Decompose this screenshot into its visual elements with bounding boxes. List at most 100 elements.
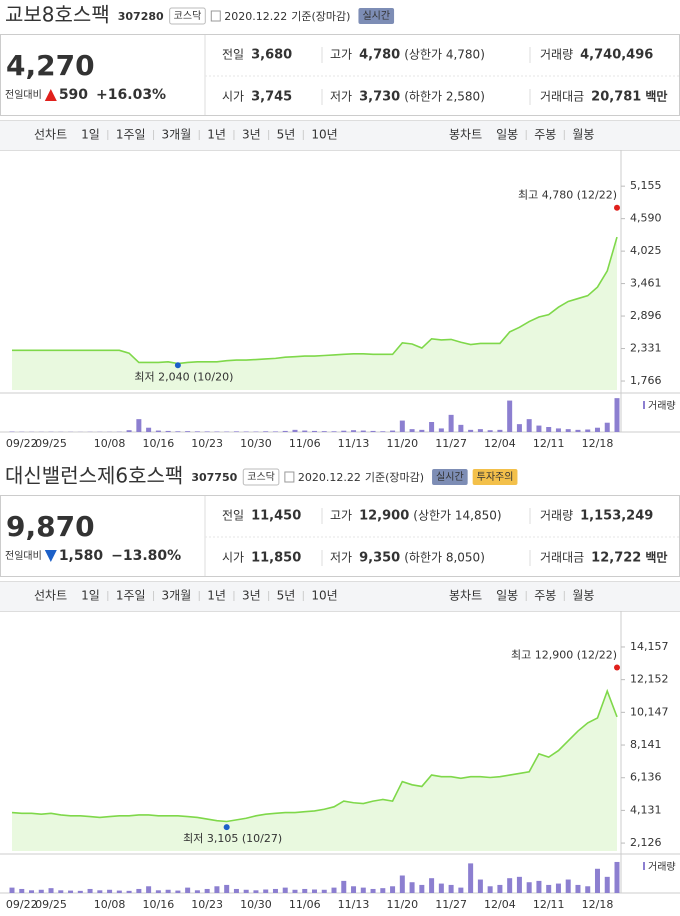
volume-bar (214, 886, 220, 893)
volume-bar (458, 424, 464, 432)
period-tab[interactable]: 1년 (207, 589, 226, 603)
y-tick-label: 2,896 (630, 309, 662, 322)
volume-bar (272, 888, 278, 893)
volume-bar (409, 882, 415, 893)
volume-bar (555, 883, 561, 893)
stock-name: 교보8호스팩 (5, 3, 110, 27)
change-arrow (44, 550, 57, 562)
date: 2020.12.22 (224, 10, 287, 23)
period-tab[interactable]: 1주일 (116, 128, 146, 142)
volume-bar (448, 414, 454, 432)
volume-bar (604, 876, 610, 893)
price-area (12, 237, 617, 390)
volume-bar (507, 878, 513, 893)
period-tab[interactable]: 3년 (242, 589, 261, 603)
period-tab[interactable]: 10년 (311, 589, 337, 603)
candle-tab[interactable]: 일봉 (496, 589, 518, 603)
period-tab[interactable]: 1주일 (116, 589, 146, 603)
volume-bar (77, 890, 83, 893)
volume-legend-icon (643, 862, 645, 870)
volume-bar (468, 429, 474, 432)
volume-bar (331, 431, 337, 432)
price-box (0, 34, 680, 116)
volume-legend: 거래량 (648, 861, 676, 873)
volume-bar (594, 427, 600, 432)
volume-bar (487, 886, 493, 893)
change: 590 (59, 87, 88, 103)
info-label: 시가 (222, 90, 244, 104)
volume-bar (536, 880, 542, 893)
x-tick-label: 10/16 (143, 898, 175, 911)
stock-panel: 교보8호스팩 307280 코스닥 2020.12.22 기준(장마감) 실시간 4,270… (0, 3, 680, 450)
volume-bar (575, 884, 581, 893)
volume-bar (204, 888, 210, 893)
volume-bar (351, 430, 357, 432)
candle-tab[interactable]: 주봉 (534, 128, 556, 142)
volume-bar (321, 889, 327, 893)
low-marker (174, 362, 181, 369)
high-marker (614, 664, 620, 671)
realtime-badge (358, 8, 395, 24)
x-tick-label: 11/13 (338, 437, 370, 450)
x-tick-label: 12/18 (582, 898, 614, 911)
period-tab[interactable]: 3개월 (162, 128, 192, 142)
info-label: 전일 (222, 509, 244, 523)
info-note: (상한가 14,850) (413, 509, 501, 523)
period-tab[interactable]: 1일 (81, 128, 100, 142)
tab-bar (0, 120, 680, 151)
volume-bar (146, 427, 152, 432)
info-note: (하한가 8,050) (404, 551, 485, 565)
candle-tab[interactable]: 일봉 (496, 128, 518, 142)
volume-bar (594, 868, 600, 893)
volume-bar (48, 888, 54, 893)
info-unit: 백만 (645, 550, 667, 565)
x-tick-label: 11/20 (386, 437, 418, 450)
volume-bar (146, 886, 152, 893)
volume-bar (575, 429, 581, 432)
stock-code: 307280 (118, 10, 164, 23)
x-tick-label: 09/22 (6, 898, 38, 911)
volume-bar (282, 887, 288, 893)
volume-bar (380, 888, 386, 893)
info-label: 저가 (330, 90, 352, 104)
volume-bar (263, 889, 269, 893)
volume-bar (233, 888, 239, 893)
tab-group-label: 선차트 (34, 128, 67, 142)
info-label: 거래대금 (540, 551, 584, 565)
volume-bar (438, 428, 444, 432)
stock-name: 대신밸런스제6호스팩 (5, 464, 183, 488)
period-tab[interactable]: 5년 (277, 128, 296, 142)
price: 4,270 (6, 49, 95, 82)
info-value: 20,781 (591, 90, 641, 105)
x-tick-label: 11/06 (289, 437, 321, 450)
period-tab[interactable]: 3개월 (162, 589, 192, 603)
period-tab[interactable]: 3년 (242, 128, 261, 142)
volume-bar (507, 400, 513, 432)
period-tab[interactable]: 1일 (81, 589, 100, 603)
volume-bar (546, 427, 552, 432)
info-value: 11,450 (251, 509, 301, 524)
candle-tab[interactable]: 월봉 (572, 128, 594, 142)
volume-bar (331, 887, 337, 893)
x-tick-label: 10/23 (191, 898, 223, 911)
info-label: 고가 (330, 48, 352, 62)
y-tick-label: 6,136 (630, 771, 662, 784)
volume-bar (302, 430, 308, 432)
volume-bar (516, 424, 522, 432)
volume-bar (360, 430, 366, 432)
date: 2020.12.22 (298, 471, 361, 484)
period-tab[interactable]: 10년 (311, 128, 337, 142)
period-tab[interactable]: 1년 (207, 128, 226, 142)
volume-bar (555, 428, 561, 432)
period-tab[interactable]: 5년 (277, 589, 296, 603)
info-value: 4,780 (359, 48, 400, 63)
volume-bar (429, 422, 435, 432)
low-label: 최저 3,105 (10/27) (183, 832, 282, 845)
info-label: 시가 (222, 551, 244, 565)
candle-tab[interactable]: 월봉 (572, 589, 594, 603)
volume-legend: 거래량 (648, 400, 676, 412)
y-tick-label: 10,147 (630, 705, 669, 718)
volume-bar (126, 430, 132, 432)
candle-tab[interactable]: 주봉 (534, 589, 556, 603)
